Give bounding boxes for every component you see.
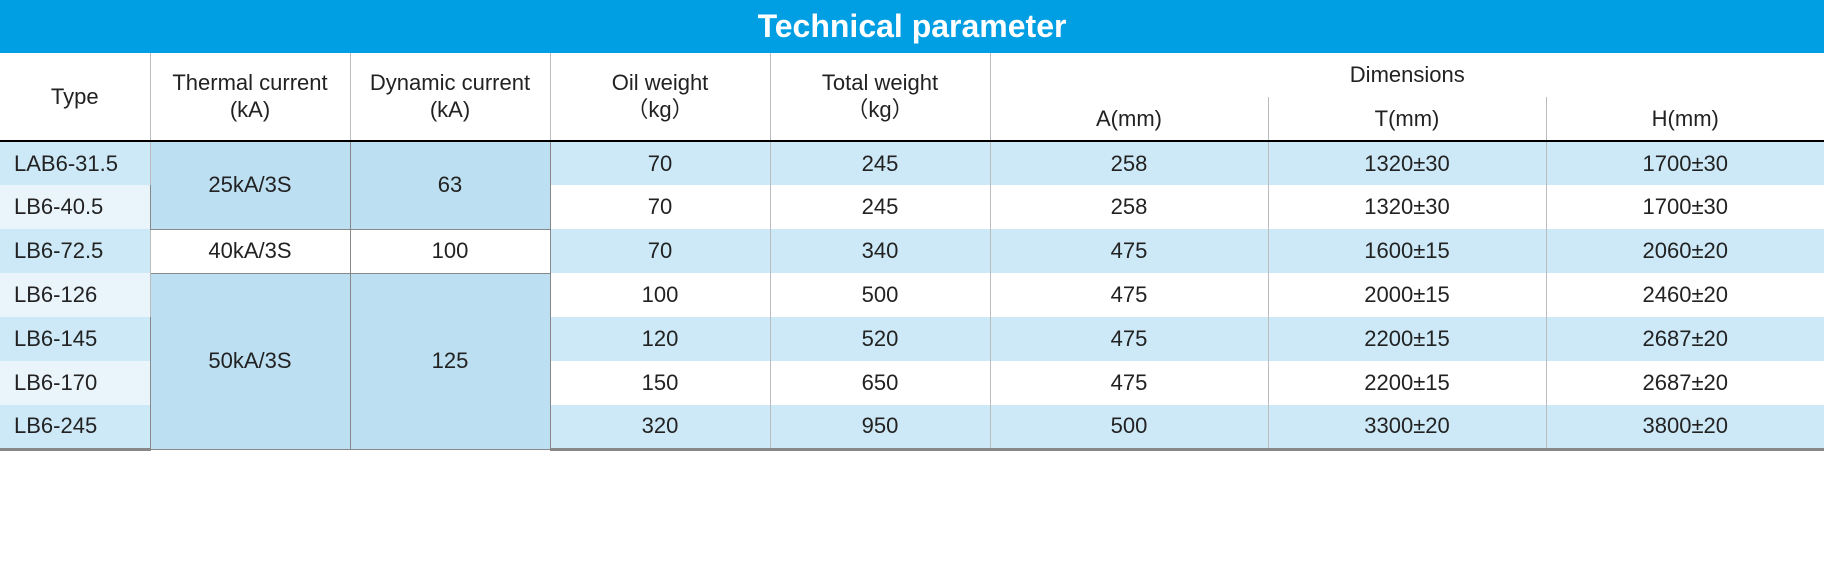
cell-total: 950: [770, 405, 990, 449]
cell-a: 475: [990, 273, 1268, 317]
cell-oil: 320: [550, 405, 770, 449]
cell-h: 2687±20: [1546, 317, 1824, 361]
col-type: Type: [0, 53, 150, 141]
cell-a: 258: [990, 185, 1268, 229]
cell-t: 3300±20: [1268, 405, 1546, 449]
technical-table: Type Thermal current(kA) Dynamic current…: [0, 53, 1824, 451]
cell-t: 1600±15: [1268, 229, 1546, 273]
cell-total: 245: [770, 141, 990, 185]
table-head: Type Thermal current(kA) Dynamic current…: [0, 53, 1824, 141]
col-dynamic: Dynamic current(kA): [350, 53, 550, 141]
cell-dynamic: 100: [350, 229, 550, 273]
cell-oil: 70: [550, 185, 770, 229]
cell-type: LB6-145: [0, 317, 150, 361]
cell-t: 1320±30: [1268, 185, 1546, 229]
table-row: LB6-12650kA/3S1251005004752000±152460±20: [0, 273, 1824, 317]
col-oil: Oil weight（kg）: [550, 53, 770, 141]
cell-dynamic: 63: [350, 141, 550, 229]
table-body: LAB6-31.525kA/3S63702452581320±301700±30…: [0, 141, 1824, 449]
cell-type: LB6-170: [0, 361, 150, 405]
cell-t: 1320±30: [1268, 141, 1546, 185]
cell-t: 2200±15: [1268, 361, 1546, 405]
cell-a: 258: [990, 141, 1268, 185]
cell-h: 3800±20: [1546, 405, 1824, 449]
cell-total: 245: [770, 185, 990, 229]
cell-type: LAB6-31.5: [0, 141, 150, 185]
cell-h: 1700±30: [1546, 141, 1824, 185]
table-row: LB6-72.540kA/3S100703404751600±152060±20: [0, 229, 1824, 273]
table-row: LAB6-31.525kA/3S63702452581320±301700±30: [0, 141, 1824, 185]
col-t: T(mm): [1268, 97, 1546, 141]
cell-type: LB6-245: [0, 405, 150, 449]
cell-a: 500: [990, 405, 1268, 449]
cell-h: 2687±20: [1546, 361, 1824, 405]
col-total: Total weight（kg）: [770, 53, 990, 141]
cell-oil: 70: [550, 229, 770, 273]
cell-type: LB6-72.5: [0, 229, 150, 273]
cell-total: 500: [770, 273, 990, 317]
cell-h: 1700±30: [1546, 185, 1824, 229]
cell-total: 520: [770, 317, 990, 361]
cell-total: 340: [770, 229, 990, 273]
page-title: Technical parameter: [0, 0, 1824, 53]
col-thermal: Thermal current(kA): [150, 53, 350, 141]
cell-type: LB6-126: [0, 273, 150, 317]
col-h: H(mm): [1546, 97, 1824, 141]
cell-oil: 100: [550, 273, 770, 317]
cell-oil: 120: [550, 317, 770, 361]
cell-thermal: 50kA/3S: [150, 273, 350, 449]
col-dimensions: Dimensions: [990, 53, 1824, 97]
cell-thermal: 40kA/3S: [150, 229, 350, 273]
cell-oil: 70: [550, 141, 770, 185]
cell-h: 2060±20: [1546, 229, 1824, 273]
col-a: A(mm): [990, 97, 1268, 141]
cell-total: 650: [770, 361, 990, 405]
table-container: Technical parameter Type Thermal current…: [0, 0, 1824, 451]
cell-a: 475: [990, 229, 1268, 273]
cell-dynamic: 125: [350, 273, 550, 449]
cell-thermal: 25kA/3S: [150, 141, 350, 229]
cell-a: 475: [990, 361, 1268, 405]
cell-t: 2200±15: [1268, 317, 1546, 361]
cell-a: 475: [990, 317, 1268, 361]
cell-oil: 150: [550, 361, 770, 405]
cell-t: 2000±15: [1268, 273, 1546, 317]
cell-type: LB6-40.5: [0, 185, 150, 229]
cell-h: 2460±20: [1546, 273, 1824, 317]
